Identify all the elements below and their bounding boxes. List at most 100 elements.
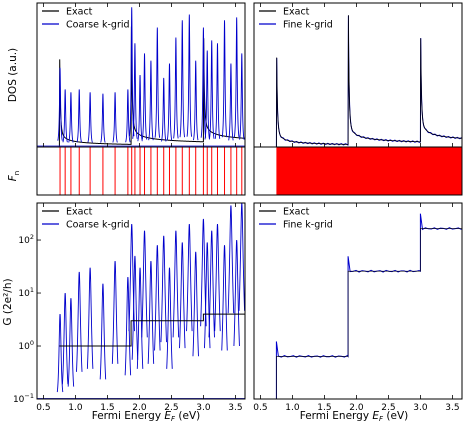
- g-coarse-xtick-label: 1.0: [68, 403, 83, 413]
- g-coarse-peak: [131, 255, 139, 360]
- g-coarse-peak: [67, 298, 75, 387]
- g-coarse-peak: [227, 205, 235, 314]
- g-coarse-peak: [111, 261, 119, 364]
- g-coarse-peak: [154, 245, 161, 351]
- g-fine-xtick-label: 1.0: [285, 403, 300, 413]
- g-coarse-peak: [192, 251, 199, 357]
- g-coarse-peak: [204, 242, 211, 349]
- g-fine-xtick-label: 2.5: [381, 403, 395, 413]
- g-coarse-peak: [238, 203, 245, 311]
- g-coarse-peak: [136, 267, 144, 369]
- g-coarse-ytick-label: 100: [18, 339, 34, 352]
- dos-coarse-peak: [148, 60, 154, 141]
- xlabel-left: Fermi Energy EF (eV): [92, 410, 201, 423]
- g-fine-exact-line: [254, 228, 462, 399]
- g-coarse-peak: [166, 267, 173, 369]
- g-coarse-peak: [233, 239, 240, 346]
- g-coarse-peak: [124, 276, 132, 376]
- dos-coarse-peak: [137, 74, 143, 142]
- g-coarse-peak: [76, 271, 83, 372]
- g-coarse-xtick-label: 3.5: [228, 403, 242, 413]
- g-coarse-xtick-label: 3.0: [196, 403, 211, 413]
- g-coarse-xtick-label: 0.5: [36, 403, 50, 413]
- g-coarse-peak: [186, 224, 193, 332]
- dos-fine-legend-text: Exact: [283, 7, 310, 18]
- dos-coarse-peak: [62, 89, 68, 143]
- dos-fine-exact-line: [254, 15, 462, 147]
- dos-ylabel: DOS (a.u.): [7, 48, 19, 102]
- g-coarse-peak: [56, 314, 64, 393]
- g-coarse-frame: [36, 202, 246, 400]
- dos-coarse-peak: [154, 27, 161, 138]
- dos-coarse-peak: [200, 27, 207, 138]
- g-coarse-peak: [179, 242, 186, 349]
- g-coarse-peak: [172, 230, 180, 338]
- dos-coarse-peak: [186, 14, 193, 137]
- g-fine-xtick-label: 3.5: [445, 403, 459, 413]
- dos-coarse-plot: [37, 7, 245, 147]
- dos-coarse-peak: [76, 89, 82, 143]
- dos-coarse-peak: [161, 77, 167, 142]
- fn-fine-plot: [276, 147, 462, 195]
- g-fine-plot: [254, 213, 462, 399]
- dos-coarse-peak: [233, 17, 240, 137]
- g-ylabel: G (2e²/h): [2, 278, 14, 325]
- g-fine-legend-text: Fine k-grid: [283, 220, 333, 231]
- dos-coarse-peak: [221, 20, 228, 138]
- g-coarse-xtick-label: 2.0: [132, 403, 147, 413]
- dos-coarse-peak: [57, 67, 63, 141]
- g-coarse-peak: [200, 218, 207, 327]
- fn-coarse-frame: [36, 146, 246, 196]
- g-coarse-peak: [160, 235, 167, 343]
- dos-coarse-peak: [239, 53, 245, 140]
- dos-coarse-peak: [125, 89, 131, 143]
- g-fine-approx-line: [254, 213, 462, 399]
- g-coarse-legend-text: Coarse k-grid: [66, 220, 130, 231]
- g-coarse-xtick-label: 1.5: [100, 403, 114, 413]
- dos-coarse-peak: [141, 53, 148, 140]
- dos-fine-plot: [254, 15, 462, 147]
- g-fine-xtick-label: 3.0: [413, 403, 428, 413]
- g-coarse-ytick-label: 10−1: [13, 392, 34, 405]
- dos-coarse-peak: [87, 92, 93, 143]
- g-coarse-exact-line: [59, 313, 245, 347]
- g-coarse-ytick-label: 102: [18, 233, 34, 246]
- xlabel-right: Fermi Energy EF (eV): [300, 410, 409, 423]
- dos-coarse-peak: [179, 20, 185, 138]
- g-fine-xtick-label: 2.0: [349, 403, 364, 413]
- dos-coarse-peak: [166, 63, 173, 141]
- fn-coarse-plot: [37, 147, 245, 195]
- dos-coarse-legend-text: Coarse k-grid: [66, 20, 130, 31]
- dos-coarse-peak: [132, 43, 138, 139]
- panels-group: Exact Coarse k-grid Exact Fine k-grid 10−1 10…: [13, 2, 463, 413]
- dos-fine-legend-text: Fine k-grid: [283, 20, 333, 31]
- g-coarse-peak: [86, 267, 94, 369]
- dos-coarse-peak: [100, 93, 106, 143]
- g-coarse-xtick-label: 2.5: [164, 403, 178, 413]
- dos-coarse-legend-text: Exact: [66, 7, 93, 18]
- g-coarse-peak: [61, 292, 69, 385]
- fn-fine-frame: [253, 146, 463, 196]
- dos-coarse-peak: [214, 43, 221, 139]
- g-coarse-peak: [221, 245, 228, 351]
- dos-fine-approx-line: [254, 15, 462, 147]
- dos-coarse-peak: [112, 92, 118, 143]
- g-coarse-peak: [99, 283, 107, 380]
- dos-coarse-peak: [228, 63, 234, 141]
- dos-coarse-peak: [193, 60, 199, 141]
- g-coarse-peak: [214, 224, 221, 332]
- fn-fine-fill: [276, 147, 462, 195]
- g-fine-xtick-label: 1.5: [317, 403, 331, 413]
- dos-coarse-peak: [209, 40, 215, 139]
- dos-coarse-peak: [68, 92, 74, 143]
- g-fine-xtick-label: 0.5: [253, 403, 267, 413]
- fn-ylabel: Fn: [7, 171, 21, 181]
- g-coarse-peak: [141, 230, 148, 338]
- dos-coarse-peak: [173, 37, 179, 139]
- g-fine-frame: [253, 202, 463, 400]
- g-coarse-peak: [208, 230, 215, 338]
- g-coarse-ytick-label: 101: [18, 286, 34, 299]
- g-fine-legend-text: Exact: [283, 207, 310, 218]
- g-coarse-peak: [147, 261, 155, 364]
- dos-coarse-peak: [204, 50, 210, 140]
